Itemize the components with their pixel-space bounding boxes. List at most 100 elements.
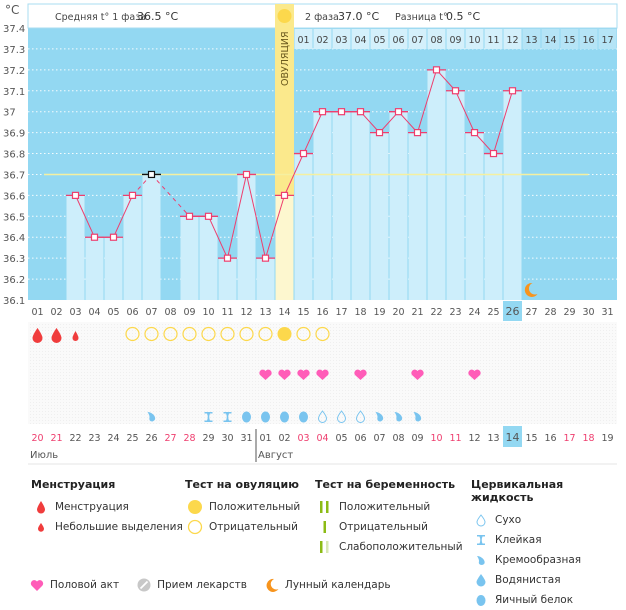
cycle-day-label: 13 <box>259 307 271 318</box>
cycle-day-label: 01 <box>31 307 43 318</box>
temperature-point <box>109 233 118 241</box>
y-tick-label: 37.4 <box>3 24 25 35</box>
cycle-day-label: 29 <box>563 307 575 318</box>
cycle-day-label: 26 <box>506 305 520 318</box>
phase2-day-label: 10 <box>468 35 480 46</box>
temperature-point <box>71 191 80 199</box>
creamy-icon <box>413 412 422 422</box>
creamy-icon <box>471 553 491 567</box>
one-line-icon <box>315 520 335 534</box>
calendar-date-label: 25 <box>126 433 138 444</box>
phase2-day-cell <box>370 29 389 49</box>
calendar-date-label: 05 <box>335 433 347 444</box>
menstruation-drop-icon <box>32 328 43 343</box>
temperature-line-segment <box>113 195 133 238</box>
legend-item: Слабоположительный <box>315 537 463 557</box>
calendar-date-label: 26 <box>145 433 157 444</box>
y-tick-label: 36.2 <box>3 275 25 286</box>
legend-title: Менструация <box>31 478 116 491</box>
creamy-icon <box>375 412 384 422</box>
calendar-date-label: 22 <box>69 433 81 444</box>
cycle-day-label: 08 <box>164 307 176 318</box>
temperature-point <box>375 129 384 137</box>
cycle-day-label: 09 <box>183 307 195 318</box>
phase2-day-cell <box>446 29 465 49</box>
phase2-day-cell <box>408 29 427 49</box>
dry-drop-icon <box>471 513 491 527</box>
phase2-day-cell <box>522 29 541 49</box>
phase2-day-label: 11 <box>487 35 499 46</box>
temperature-bar <box>408 132 427 300</box>
cycle-day-label: 17 <box>335 307 347 318</box>
y-axis-unit: °C <box>5 3 19 17</box>
temperature-point <box>508 87 517 95</box>
temperature-point <box>489 149 498 158</box>
phase2-day-label: 03 <box>335 35 347 46</box>
cycle-day-label: 05 <box>107 307 119 318</box>
temperature-line-segment <box>227 174 247 259</box>
temperature-point <box>356 108 365 116</box>
ovulation-sun-icon <box>277 9 292 23</box>
moon-icon <box>265 578 279 592</box>
temperature-bar <box>275 195 294 300</box>
cycle-day-label: 31 <box>601 307 613 318</box>
temperature-point <box>128 191 137 199</box>
legend-item: Клейкая <box>471 530 626 550</box>
legend-item: Прием лекарств <box>137 578 247 592</box>
egg-white-icon <box>299 411 308 423</box>
today-highlight <box>503 426 522 447</box>
cycle-day-label: 27 <box>525 307 537 318</box>
temperature-bar <box>313 111 332 300</box>
difference-value: 0.5 °C <box>446 10 480 23</box>
phase2-day-label: 14 <box>544 35 556 46</box>
y-tick-label: 36.8 <box>3 150 25 161</box>
calendar-date-label: 27 <box>164 433 176 444</box>
menstruation-drop-icon <box>51 328 62 343</box>
legend-label: Лунный календарь <box>284 579 391 591</box>
egg-white-icon <box>280 411 289 423</box>
difference-label: Разница t° <box>395 12 448 23</box>
temperature-bar <box>256 258 275 300</box>
temperature-line-segment <box>493 90 513 154</box>
temperature-point <box>432 66 441 74</box>
cycle-day-label: 30 <box>582 307 594 318</box>
calendar-date-label: 19 <box>601 433 613 444</box>
phase2-day-cell <box>427 29 446 49</box>
temperature-bar <box>427 69 446 300</box>
temperature-line-segment <box>246 174 266 259</box>
temperature-point <box>394 108 403 116</box>
y-tick-label: 36.3 <box>3 254 25 265</box>
calendar-date-label: 23 <box>88 433 100 444</box>
temperature-point <box>242 170 251 179</box>
temperature-bar <box>446 90 465 301</box>
calendar-date-label: 06 <box>354 433 366 444</box>
temperature-point <box>261 254 270 262</box>
summary-header <box>27 3 618 29</box>
calendar-date-label: 20 <box>31 433 43 444</box>
temperature-line-segment <box>75 195 95 238</box>
cycle-day-label: 19 <box>373 307 385 318</box>
phase2-value: 37.0 °C <box>338 10 379 23</box>
phase2-day-label: 15 <box>563 35 575 46</box>
sticky-icon <box>204 412 213 422</box>
calendar-date-label: 21 <box>50 433 62 444</box>
phase2-day-cell <box>484 29 503 49</box>
legend-item: Отрицательный <box>185 517 300 537</box>
phase2-day-cell <box>332 29 351 49</box>
temperature-point <box>280 191 289 199</box>
legend-label: Клейкая <box>495 534 542 546</box>
temperature-bar <box>199 216 218 300</box>
temperature-line-segment <box>151 174 190 217</box>
calendar-date-label: 13 <box>487 433 499 444</box>
temperature-bar <box>66 195 85 300</box>
temperature-bar <box>332 111 351 300</box>
heart-icon <box>316 369 329 380</box>
phase1-label: Средняя t° 1 фаза <box>55 12 146 23</box>
legend-menstruation: Менструация Менструация Небольшие выделе… <box>31 478 183 537</box>
legend-label: Небольшие выделения <box>55 521 183 533</box>
sticky-icon <box>471 533 491 547</box>
temperature-point <box>223 254 232 262</box>
temperature-point <box>470 129 479 137</box>
heart-icon <box>30 579 44 592</box>
